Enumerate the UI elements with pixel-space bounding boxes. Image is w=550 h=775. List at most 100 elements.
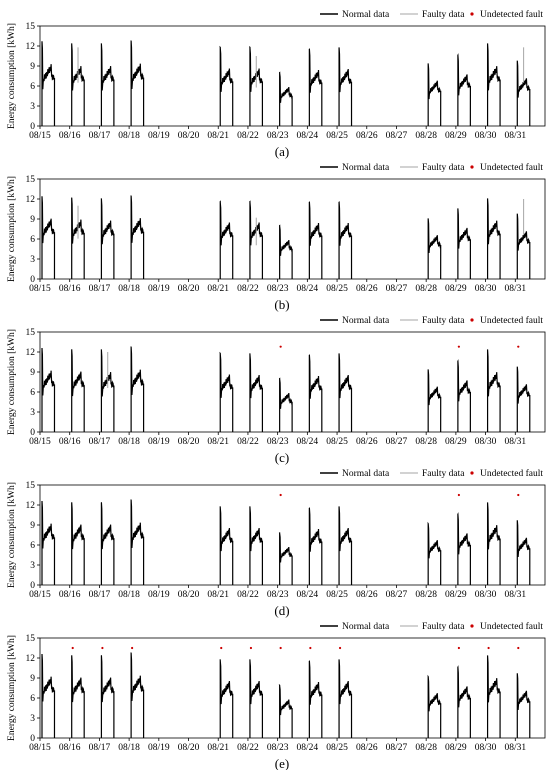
y-tick-label: 3	[30, 255, 35, 265]
x-tick-label: 08/24	[297, 743, 319, 753]
x-tick-label: 08/24	[297, 284, 319, 294]
y-tick-label: 12	[26, 501, 36, 511]
legend-normal-label: Normal data	[342, 10, 390, 20]
legend-undetected-swatch	[470, 318, 474, 322]
normal-data-day	[427, 218, 442, 280]
x-tick-label: 08/21	[207, 284, 229, 294]
panel-caption: (e)	[275, 756, 289, 770]
x-tick-label: 08/22	[237, 743, 259, 753]
undetected-fault-marker	[487, 646, 490, 650]
y-tick-label: 12	[26, 195, 36, 205]
x-tick-label: 08/26	[356, 131, 378, 141]
y-tick-label: 6	[30, 82, 35, 92]
x-tick-label: 08/20	[178, 743, 200, 753]
legend-normal-label: Normal data	[342, 316, 390, 326]
y-axis-label: Energy consumption [kWh]	[7, 635, 17, 741]
x-tick-label: 08/20	[178, 437, 200, 447]
normal-data-day	[219, 200, 234, 280]
y-axis-label: Energy consumption [kWh]	[7, 329, 17, 435]
y-tick-label: 6	[30, 694, 35, 704]
x-tick-label: 08/31	[504, 284, 526, 294]
x-tick-label: 08/18	[118, 590, 140, 600]
x-tick-label: 08/21	[207, 743, 229, 753]
x-tick-label: 08/19	[148, 284, 170, 294]
normal-data-day	[516, 673, 531, 739]
legend-undetected-swatch	[470, 471, 474, 475]
x-tick-label: 08/28	[415, 590, 437, 600]
normal-data-day	[457, 208, 471, 280]
y-tick-label: 6	[30, 388, 35, 398]
x-tick-label: 08/16	[59, 590, 81, 600]
y-tick-label: 0	[30, 428, 35, 438]
normal-data-day	[486, 502, 501, 586]
legend-undetected-label: Undetected fault	[480, 468, 543, 479]
x-tick-label: 08/17	[89, 131, 111, 141]
x-tick-label: 08/18	[118, 743, 140, 753]
y-axis-label: Energy consumption [kWh]	[7, 482, 17, 588]
legend-undetected-label: Undetected fault	[480, 315, 543, 326]
x-tick-label: 08/30	[475, 743, 497, 753]
normal-data-day	[100, 198, 115, 280]
panel-a: 0 3 6 9 12 15 Energy consumption [kWh] 08/15 08/…	[7, 9, 546, 159]
legend-faulty-label: Faulty data	[422, 622, 465, 632]
normal-data-day	[338, 659, 353, 739]
normal-data-day	[308, 48, 323, 127]
x-tick-label: 08/29	[445, 131, 467, 141]
x-tick-label: 08/16	[59, 131, 81, 141]
normal-data-day	[486, 655, 501, 739]
x-tick-label: 08/25	[326, 743, 348, 753]
legend-faulty-label: Faulty data	[422, 163, 465, 173]
x-tick-label: 08/20	[178, 284, 200, 294]
normal-data-day	[427, 674, 442, 739]
normal-data-day	[516, 60, 531, 127]
y-tick-label: 15	[26, 481, 36, 491]
x-tick-label: 08/21	[207, 590, 229, 600]
undetected-fault-marker	[457, 345, 460, 348]
normal-data-day	[427, 63, 442, 127]
x-tick-label: 08/28	[415, 284, 437, 294]
normal-data-day	[219, 659, 234, 739]
y-tick-label: 15	[26, 175, 36, 185]
normal-data-day	[71, 349, 85, 433]
normal-data-day	[308, 660, 323, 739]
x-tick-label: 08/22	[237, 437, 259, 447]
x-tick-label: 08/17	[89, 743, 111, 753]
y-tick-label: 0	[30, 581, 35, 591]
x-tick-label: 08/19	[148, 131, 170, 141]
normal-data-day	[278, 532, 293, 586]
undetected-fault-marker	[249, 646, 253, 650]
normal-data-day	[338, 47, 353, 127]
normal-data-day	[486, 349, 501, 433]
panel-caption: (c)	[275, 450, 289, 465]
x-tick-label: 08/31	[504, 743, 526, 753]
x-tick-label: 08/26	[356, 437, 378, 447]
y-tick-label: 6	[30, 541, 35, 551]
y-tick-label: 0	[30, 734, 35, 744]
y-tick-label: 0	[30, 122, 35, 132]
undetected-fault-marker	[338, 646, 342, 650]
legend-undetected-swatch	[470, 624, 474, 628]
y-tick-label: 9	[30, 674, 35, 684]
y-tick-label: 12	[26, 654, 36, 664]
x-tick-label: 08/15	[29, 590, 51, 600]
x-tick-label: 08/30	[475, 284, 497, 294]
legend-normal-label: Normal data	[342, 622, 390, 632]
x-tick-label: 08/23	[267, 590, 289, 600]
x-tick-label: 08/25	[326, 131, 348, 141]
x-tick-label: 08/19	[148, 743, 170, 753]
normal-data-day	[130, 40, 145, 127]
normal-data-day	[427, 369, 442, 433]
undetected-fault-marker	[279, 493, 282, 497]
legend-undetected-swatch	[470, 165, 474, 169]
x-tick-label: 08/25	[326, 284, 348, 294]
normal-data-day	[130, 499, 145, 586]
x-tick-label: 08/22	[237, 590, 259, 600]
x-tick-label: 08/19	[148, 437, 170, 447]
x-tick-label: 08/16	[59, 743, 81, 753]
x-tick-label: 08/25	[326, 590, 348, 600]
normal-data-day	[486, 198, 501, 280]
x-tick-label: 08/16	[59, 284, 81, 294]
x-tick-label: 08/24	[297, 437, 319, 447]
panel-caption: (d)	[274, 603, 289, 618]
normal-data-day	[219, 45, 234, 127]
